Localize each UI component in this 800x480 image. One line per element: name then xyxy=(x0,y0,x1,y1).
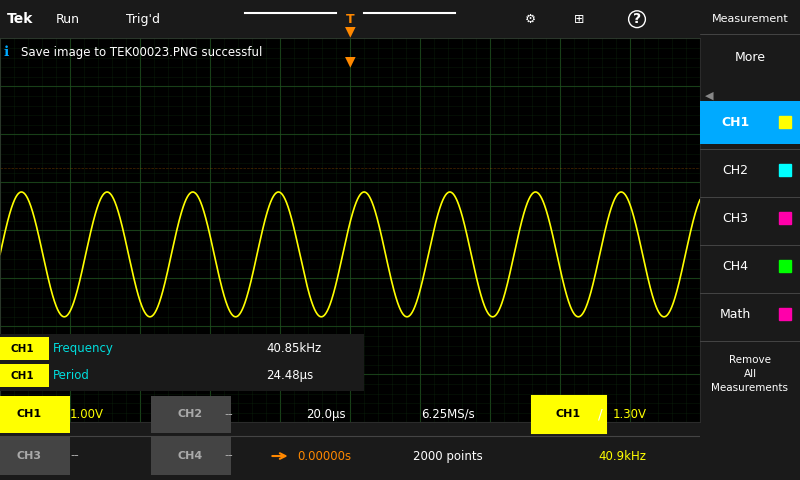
Text: Measurement: Measurement xyxy=(712,14,788,24)
FancyBboxPatch shape xyxy=(150,396,231,433)
Text: CH1: CH1 xyxy=(721,116,749,129)
Text: CH1: CH1 xyxy=(10,371,34,381)
Text: ▼: ▼ xyxy=(345,24,355,38)
Text: Period: Period xyxy=(53,369,90,382)
Text: ◀: ◀ xyxy=(705,91,714,101)
Text: Remove
All
Measurements: Remove All Measurements xyxy=(711,355,789,394)
Text: 0.00000s: 0.00000s xyxy=(298,450,352,463)
Text: --: -- xyxy=(224,408,233,421)
Text: CH2: CH2 xyxy=(722,164,748,177)
Text: ⊞: ⊞ xyxy=(574,12,585,26)
Text: CH3: CH3 xyxy=(722,212,748,225)
FancyBboxPatch shape xyxy=(0,334,364,391)
Text: /: / xyxy=(598,408,603,421)
Text: ▼: ▼ xyxy=(345,54,355,68)
Text: ⚙: ⚙ xyxy=(525,12,536,26)
Text: ℹ: ℹ xyxy=(3,46,9,60)
Text: T: T xyxy=(346,12,354,26)
Text: CH1: CH1 xyxy=(17,409,42,420)
Text: 1.00V: 1.00V xyxy=(70,408,104,421)
Text: Save image to TEK00023.PNG successful: Save image to TEK00023.PNG successful xyxy=(21,46,262,59)
Text: CH4: CH4 xyxy=(178,451,203,461)
Text: CH1: CH1 xyxy=(556,409,581,420)
Text: --: -- xyxy=(224,450,233,463)
Text: CH4: CH4 xyxy=(722,260,748,273)
FancyBboxPatch shape xyxy=(150,437,231,475)
Text: Trig'd: Trig'd xyxy=(126,12,160,26)
Text: CH1: CH1 xyxy=(10,344,34,354)
FancyBboxPatch shape xyxy=(0,437,70,475)
Text: CH3: CH3 xyxy=(17,451,42,461)
FancyBboxPatch shape xyxy=(0,337,49,360)
FancyBboxPatch shape xyxy=(532,396,606,433)
FancyBboxPatch shape xyxy=(0,396,70,433)
Text: More: More xyxy=(734,51,766,64)
FancyBboxPatch shape xyxy=(700,101,800,144)
Text: 1.30V: 1.30V xyxy=(613,408,646,421)
Text: 6.25MS/s: 6.25MS/s xyxy=(421,408,475,421)
Text: Tek: Tek xyxy=(7,12,34,26)
Text: CH2: CH2 xyxy=(178,409,203,420)
Text: Frequency: Frequency xyxy=(53,342,114,355)
Text: ?: ? xyxy=(633,12,641,26)
Text: --: -- xyxy=(70,450,78,463)
Text: Math: Math xyxy=(719,308,750,321)
Text: 2000 points: 2000 points xyxy=(413,450,483,463)
Text: 24.48μs: 24.48μs xyxy=(266,369,314,382)
Text: Run: Run xyxy=(56,12,80,26)
Text: 40.9kHz: 40.9kHz xyxy=(598,450,646,463)
Text: 20.0μs: 20.0μs xyxy=(306,408,346,421)
Text: 40.85kHz: 40.85kHz xyxy=(266,342,322,355)
FancyBboxPatch shape xyxy=(0,364,49,387)
